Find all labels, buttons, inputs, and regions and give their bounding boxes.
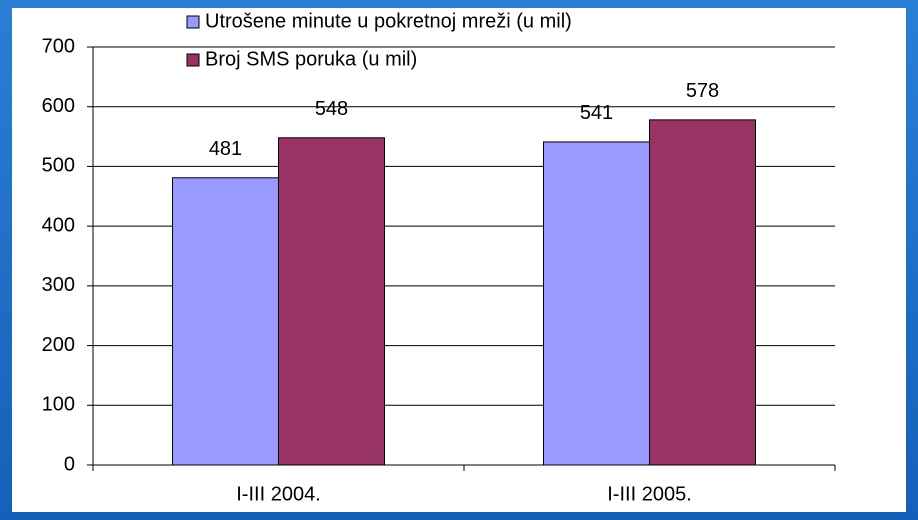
data-label: 578 [686,80,719,102]
data-label: 541 [580,102,613,124]
legend-label: Utrošene minute u pokretnoj mreži (u mil… [205,10,572,32]
bar [172,177,279,466]
y-tick-label: 500 [42,155,75,177]
x-tick-label: I-III 2004. [236,483,321,505]
y-tick-label: 0 [64,453,75,475]
legend-swatch [186,15,200,29]
y-tick-label: 200 [42,334,75,356]
y-tick-label: 300 [42,274,75,296]
data-label: 481 [209,138,242,160]
bar [543,141,650,466]
bar [278,137,385,466]
y-tick-label: 100 [42,394,75,416]
x-tick-label: I-III 2005. [607,483,692,505]
data-label: 548 [315,98,348,120]
y-tick-label: 400 [42,214,75,236]
legend-label: Broj SMS poruka (u mil) [205,48,417,70]
chart-area [12,8,906,512]
bar [649,119,756,466]
y-tick-label: 600 [42,95,75,117]
y-tick-label: 700 [42,35,75,57]
legend-swatch [186,53,200,67]
